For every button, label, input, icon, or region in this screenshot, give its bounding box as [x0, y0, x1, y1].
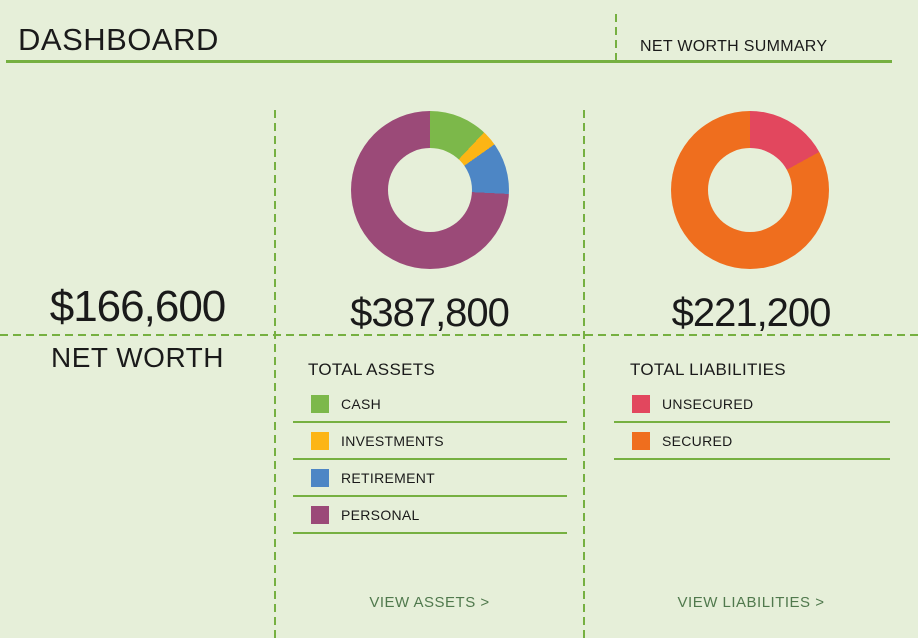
legend-item: CASH: [293, 386, 567, 423]
legend-label: INVESTMENTS: [341, 432, 444, 449]
legend-item: INVESTMENTS: [293, 423, 567, 460]
legend-item: PERSONAL: [293, 497, 567, 534]
column-divider-left-dashed-line: [274, 110, 276, 638]
legend-label: PERSONAL: [341, 506, 420, 523]
legend-swatch: [632, 431, 650, 450]
legend-label: UNSECURED: [662, 395, 754, 412]
view-assets-link[interactable]: VIEW ASSETS >: [369, 594, 490, 611]
total-assets-value: $387,800: [350, 291, 510, 335]
legend-label: RETIREMENT: [341, 469, 435, 486]
legend-swatch: [311, 431, 329, 450]
legend-label: SECURED: [662, 432, 733, 449]
summary-title: NET WORTH SUMMARY: [640, 38, 828, 55]
column-divider-right-dashed-line: [583, 110, 585, 638]
header-divider-dashed-line: [615, 14, 617, 60]
total-assets-heading: TOTAL ASSETS: [308, 360, 436, 379]
legend-swatch: [311, 394, 329, 413]
view-liabilities-link[interactable]: VIEW LIABILITIES >: [677, 594, 825, 611]
legend-swatch: [311, 505, 329, 524]
liabilities-donut-chart: [671, 111, 829, 269]
legend-item: UNSECURED: [614, 386, 890, 423]
liabilities-legend: UNSECURED SECURED: [614, 386, 890, 460]
assets-legend: CASH INVESTMENTS RETIREMENT PERSONAL: [293, 386, 567, 534]
legend-label: CASH: [341, 395, 382, 412]
legend-swatch: [311, 468, 329, 487]
legend-item: SECURED: [614, 423, 890, 460]
row-divider-dashed-line: [0, 334, 918, 336]
net-worth-label: NET WORTH: [50, 342, 225, 373]
net-worth-value: $166,600: [49, 282, 227, 331]
legend-item: RETIREMENT: [293, 460, 567, 497]
page-title: DASHBOARD: [18, 22, 219, 57]
assets-donut-chart: [351, 111, 509, 269]
header-underline: [6, 60, 892, 63]
total-liabilities-heading: TOTAL LIABILITIES: [630, 360, 786, 379]
total-liabilities-value: $221,200: [671, 291, 832, 335]
legend-swatch: [632, 394, 650, 413]
